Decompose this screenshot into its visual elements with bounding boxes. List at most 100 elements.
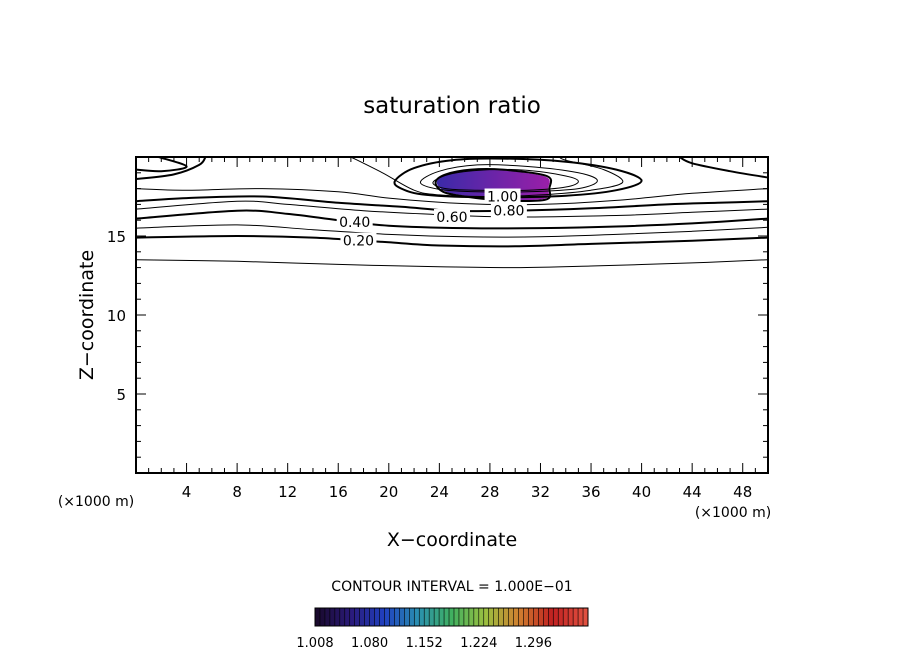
colorbar-swatch — [344, 608, 351, 626]
contour-line-7 — [136, 157, 207, 181]
contour-label-3: 0.80 — [493, 204, 524, 220]
contour-label-2: 0.60 — [436, 210, 467, 226]
colorbar-swatch — [409, 608, 415, 626]
colorbar-tick-label: 1.296 — [515, 636, 552, 651]
colorbar-swatch — [583, 608, 589, 626]
colorbar-swatch — [568, 608, 574, 626]
colorbar-swatch — [414, 608, 420, 626]
colorbar-swatch — [424, 608, 430, 626]
colorbar-swatch — [508, 608, 515, 626]
contour-line-3 — [136, 209, 768, 230]
contour-line-13 — [432, 168, 579, 191]
colorbar-swatch — [483, 608, 490, 626]
colorbar-swatch — [543, 608, 549, 626]
x-tick-label: 4 — [182, 483, 192, 501]
colorbar-swatch — [513, 608, 520, 626]
colorbar-swatch — [518, 608, 524, 626]
colorbar-swatch — [444, 608, 450, 626]
colorbar-swatch — [488, 608, 495, 626]
contour-label-1: 0.40 — [339, 215, 370, 231]
colorbar-swatch — [394, 608, 400, 626]
colorbar-swatch — [339, 608, 346, 626]
contour-lines — [136, 157, 768, 269]
colorbar-swatch — [439, 608, 445, 626]
colorbar-swatch — [359, 608, 366, 626]
x-axis-ticks: 4 8 12 16 20 24 28 32 36 40 44 48 — [148, 157, 756, 501]
x-tick-label: 16 — [329, 483, 348, 501]
colorbar-swatch — [354, 608, 361, 626]
x-tick-label: 28 — [480, 483, 499, 501]
colorbar-swatch — [315, 608, 321, 626]
colorbar-swatch — [563, 608, 569, 626]
colorbar-tick-label: 1.152 — [406, 636, 443, 651]
contour-line-11 — [350, 157, 624, 198]
colorbar-swatch — [324, 608, 331, 626]
x-tick-label: 48 — [733, 483, 752, 501]
contour-line-2 — [136, 224, 768, 238]
colorbar-tick-labels: 1.008 1.080 1.152 1.224 1.296 — [296, 636, 552, 651]
colorbar-swatch — [369, 608, 376, 626]
x-unit-label-left: (×1000 m) — [58, 494, 134, 510]
colorbar-swatch — [374, 608, 381, 626]
y-axis-ticks: 5 10 15 — [107, 172, 768, 458]
colorbar-swatch — [449, 608, 455, 626]
colorbar-swatch — [533, 608, 539, 626]
colorbar-swatch — [558, 608, 564, 626]
x-tick-label: 44 — [683, 483, 702, 501]
colorbar-swatch — [399, 608, 405, 626]
contour-line-6 — [136, 188, 768, 206]
x-tick-label: 24 — [430, 483, 449, 501]
y-axis-label: Z−coordinate — [76, 250, 98, 380]
x-tick-label: 20 — [379, 483, 398, 501]
colorbar-swatch — [478, 608, 485, 626]
x-unit-label-right: (×1000 m) — [695, 505, 771, 521]
colorbar-swatch — [334, 608, 341, 626]
colorbar-swatch — [364, 608, 371, 626]
colorbar-swatch — [463, 608, 470, 626]
x-tick-label: 12 — [278, 483, 297, 501]
colorbar-swatch — [329, 608, 336, 626]
colorbar-swatch — [429, 608, 435, 626]
chart-title: saturation ratio — [363, 93, 541, 119]
colorbar-swatch — [468, 608, 475, 626]
contour-label-0: 0.20 — [343, 234, 374, 250]
contour-line-14 — [434, 167, 553, 202]
contour-label-bg — [490, 202, 527, 218]
colorbar-swatch — [349, 608, 356, 626]
contour-line-9 — [678, 157, 768, 179]
colorbar-swatch — [498, 608, 505, 626]
y-tick-label: 10 — [107, 307, 126, 325]
colorbar-swatch — [434, 608, 440, 626]
contour-interval-text: CONTOUR INTERVAL = 1.000E−01 — [331, 579, 572, 595]
colorbar — [314, 607, 589, 627]
y-tick-label: 5 — [116, 386, 126, 404]
colorbar-swatch — [503, 608, 510, 626]
contour-label-bg — [340, 232, 377, 248]
colorbar-swatch — [379, 608, 385, 626]
colorbar-swatch — [573, 608, 579, 626]
colorbar-tick-label: 1.008 — [296, 636, 333, 651]
colorbar-swatch — [473, 608, 480, 626]
contour-line-5 — [136, 195, 768, 213]
colorbar-tick-label: 1.224 — [460, 636, 497, 651]
colorbar-swatch — [578, 608, 584, 626]
x-tick-label: 8 — [232, 483, 242, 501]
colorbar-swatch — [493, 608, 500, 626]
x-tick-label: 36 — [581, 483, 600, 501]
contour-line-12 — [419, 164, 598, 193]
colorbar-frame — [314, 607, 589, 627]
colorbar-swatch — [553, 608, 559, 626]
supersaturated-region — [436, 169, 550, 201]
x-axis-label: X−coordinate — [387, 529, 517, 551]
colorbar-swatch — [319, 608, 326, 626]
colorbar-tick-label: 1.080 — [351, 636, 388, 651]
contour-labels: 0.20 0.40 0.60 0.801.00 — [336, 188, 527, 250]
contour-line-1 — [136, 234, 768, 248]
contour-label-4: 1.00 — [487, 190, 518, 206]
y-tick-label: 15 — [107, 228, 126, 246]
colorbar-swatch — [384, 608, 390, 626]
colorbar-swatch — [453, 608, 460, 626]
colorbar-swatch — [404, 608, 410, 626]
colorbar-swatch — [458, 608, 465, 626]
